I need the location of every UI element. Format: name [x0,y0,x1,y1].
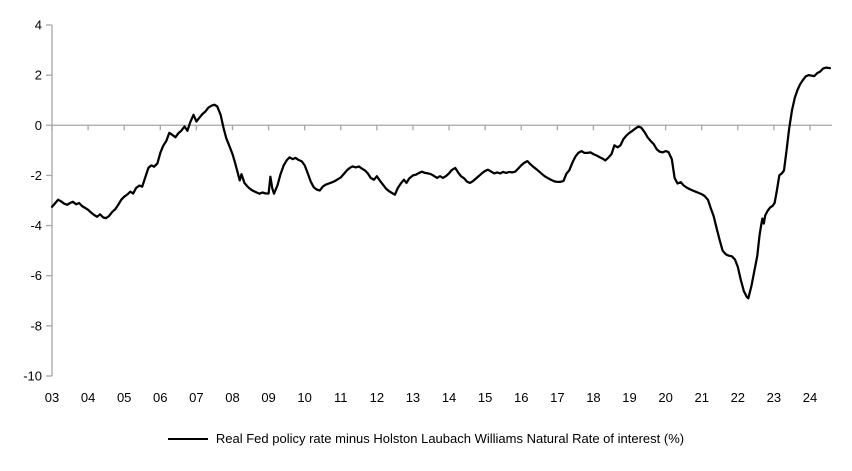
x-tick-label: 11 [334,390,348,405]
x-tick-label: 17 [550,390,564,405]
x-axis-labels: 03 04 05 06 07 08 09 10 11 12 13 14 15 16 17 18 19 20 21 22… [45,390,817,405]
x-tick-label: 22 [731,390,745,405]
x-tick-label: 06 [153,390,167,405]
x-tick-label: 19 [622,390,636,405]
legend-line-swatch [167,438,208,440]
y-axis [46,24,53,377]
x-tick-label: 16 [514,390,528,405]
x-tick-label: 24 [803,390,817,405]
series-line [50,66,832,300]
x-tick-label: 14 [442,390,456,405]
x-tick-label: 08 [225,390,239,405]
legend-label: Real Fed policy rate minus Holston Lauba… [215,431,685,446]
x-tick-label: 12 [370,390,384,405]
y-tick-label: 4 [35,18,42,33]
legend: Real Fed policy rate minus Holston Lauba… [0,431,852,447]
data-series [50,66,832,300]
x-tick-label: 21 [694,390,708,405]
x-tick-label: 05 [117,390,131,405]
x-tick-label: 07 [189,390,203,405]
x-tick-label: 15 [478,390,492,405]
x-tick-label: 23 [767,390,781,405]
y-tick-label: -2 [30,168,42,183]
y-tick-label: -4 [30,218,42,233]
y-axis-labels: 4 2 0 -2 -4 -6 -8 -10 [23,18,42,384]
y-tick-label: 2 [35,68,42,83]
x-tick-label: 09 [261,390,275,405]
y-tick-label: -10 [23,369,42,384]
x-tick-label: 03 [45,390,59,405]
y-tick-label: 0 [35,118,42,133]
x-axis-ticks [51,125,811,131]
x-tick-label: 20 [658,390,672,405]
x-tick-label: 13 [406,390,420,405]
line-chart: 420-2-4-6-8-10 03 04 05 06 07 08 09 10 11 12 13 14 1… [23,18,832,405]
y-tick-label: -8 [30,318,42,333]
x-tick-label: 10 [297,390,311,405]
x-tick-label: 04 [81,390,95,405]
y-tick-label: -6 [30,268,42,283]
x-tick-label: 18 [586,390,600,405]
